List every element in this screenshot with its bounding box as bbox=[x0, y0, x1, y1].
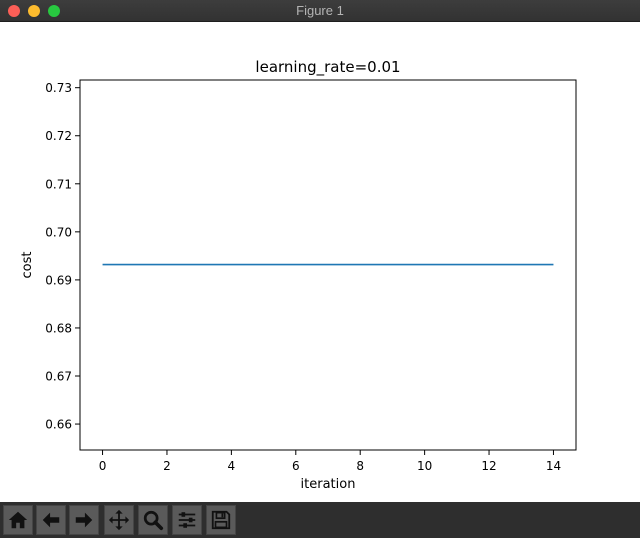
pan-button[interactable] bbox=[104, 505, 134, 535]
close-window-button[interactable] bbox=[8, 5, 20, 17]
y-tick-label: 0.69 bbox=[45, 273, 72, 287]
x-tick-label: 4 bbox=[228, 459, 236, 473]
y-tick-label: 0.72 bbox=[45, 129, 72, 143]
zoom-window-button[interactable] bbox=[48, 5, 60, 17]
window-titlebar: Figure 1 bbox=[0, 0, 640, 22]
x-tick-label: 12 bbox=[481, 459, 496, 473]
y-axis-label: cost bbox=[20, 252, 35, 279]
save-button[interactable] bbox=[206, 505, 236, 535]
y-tick-label: 0.71 bbox=[45, 177, 72, 191]
window-title: Figure 1 bbox=[296, 3, 344, 18]
x-tick-label: 0 bbox=[99, 459, 107, 473]
zoom-icon bbox=[143, 510, 164, 531]
figure-toolbar bbox=[0, 502, 640, 538]
x-tick-label: 8 bbox=[356, 459, 364, 473]
forward-icon bbox=[75, 512, 93, 528]
x-axis-label: iteration bbox=[301, 477, 356, 492]
subplots-icon bbox=[178, 512, 196, 528]
figure-canvas: learning_rate=0.01 0 2 4 6 8 10 12 14 0.66 0.67 0.… bbox=[0, 22, 640, 502]
home-icon bbox=[8, 511, 28, 529]
y-tick-label: 0.68 bbox=[45, 321, 72, 335]
minimize-window-button[interactable] bbox=[28, 5, 40, 17]
x-tick-label: 14 bbox=[546, 459, 561, 473]
line-chart: learning_rate=0.01 0 2 4 6 8 10 12 14 0.66 0.67 0.… bbox=[20, 58, 577, 492]
subplots-button[interactable] bbox=[172, 505, 202, 535]
plot-frame bbox=[79, 79, 577, 451]
back-icon bbox=[42, 512, 60, 528]
y-tick-label: 0.66 bbox=[45, 418, 72, 432]
y-tick-label: 0.73 bbox=[45, 81, 72, 95]
back-button[interactable] bbox=[36, 505, 66, 535]
x-tick-label: 10 bbox=[417, 459, 432, 473]
home-button[interactable] bbox=[3, 505, 33, 535]
zoom-button[interactable] bbox=[138, 505, 168, 535]
chart-title: learning_rate=0.01 bbox=[255, 58, 400, 77]
x-tick-label: 2 bbox=[163, 459, 171, 473]
y-tick-label: 0.70 bbox=[45, 225, 72, 239]
x-tick-label: 6 bbox=[292, 459, 300, 473]
y-tick-label: 0.67 bbox=[45, 370, 72, 384]
save-icon bbox=[211, 510, 231, 530]
forward-button[interactable] bbox=[69, 505, 99, 535]
pan-icon bbox=[108, 509, 130, 531]
